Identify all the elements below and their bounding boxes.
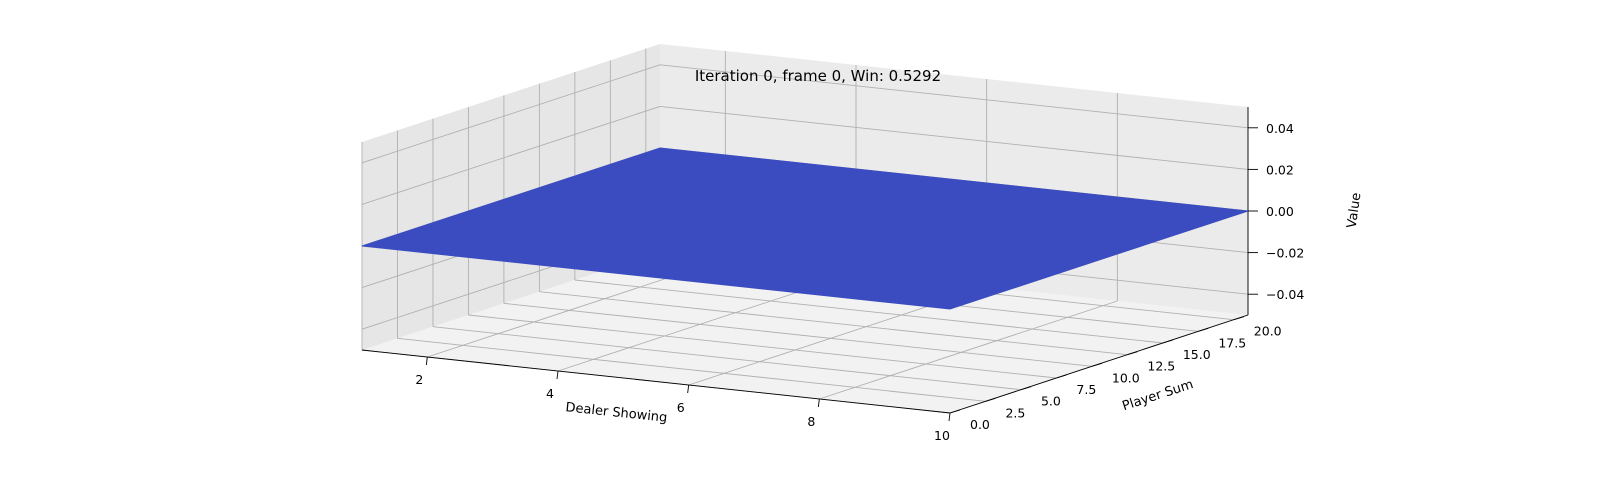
tick-layer: 2 4 6 8 10 0.0 2.5 5.0 7.5 10.0 12.5 15.0 17.5 20.0 −0… [415,121,1304,443]
x-axis-line [361,349,951,414]
y-grid-floor [468,314,1057,379]
chart-title: Iteration 0, frame 0, Win: 0.5292 [695,67,941,85]
y-tick-label: 2.5 [1005,405,1025,420]
z-tick-label: −0.02 [1266,246,1304,261]
y-tick-label: 12.5 [1147,359,1175,374]
x-tick-label: 10 [934,428,950,443]
x-tick-label: 8 [807,414,815,429]
y-tick [1091,362,1103,367]
floor-pane [362,252,1248,413]
x-tick [556,370,559,380]
y-tick-label: 10.0 [1112,370,1140,385]
x-tick-label: 2 [415,372,423,387]
z-axis-label: Value [1345,192,1365,229]
z-grid-side [361,64,661,164]
x-tick-label: 6 [677,400,685,415]
x-axis-label: Dealer Showing [565,400,668,426]
z-grid-side [361,105,661,205]
y-tick-label: 5.0 [1041,394,1061,409]
z-tick-label: 0.04 [1266,121,1294,136]
z-tick-label: −0.04 [1266,287,1304,302]
y-tick-label: 20.0 [1254,324,1282,339]
y-tick [1020,386,1032,391]
z-tick-label: 0.00 [1266,204,1294,219]
x-tick [687,384,690,394]
x-tick [817,398,820,408]
y-tick-label: 7.5 [1076,382,1096,397]
z-tick-label: 0.02 [1266,162,1294,177]
y-grid-floor [397,337,986,402]
y-tick-label: 17.5 [1218,335,1246,350]
x-tick [948,412,951,422]
y-tick [1056,374,1067,379]
y-tick-label: 15.0 [1183,347,1211,362]
z-grid-back [659,105,1249,170]
y-tick [1162,339,1173,344]
y-tick [1127,351,1138,356]
y-grid-floor [503,302,1092,367]
y-grid-floor [432,326,1022,391]
y-tick [1198,327,1209,332]
z-grid-back [659,64,1249,129]
y-tick [1233,316,1244,321]
y-grid-floor [574,279,1163,344]
x-tick-label: 4 [546,386,554,401]
y-grid-floor [539,291,1128,356]
y-tick [985,397,996,402]
x-tick [425,356,428,366]
y-tick-label: 0.0 [970,417,990,432]
y-tick [949,409,961,414]
